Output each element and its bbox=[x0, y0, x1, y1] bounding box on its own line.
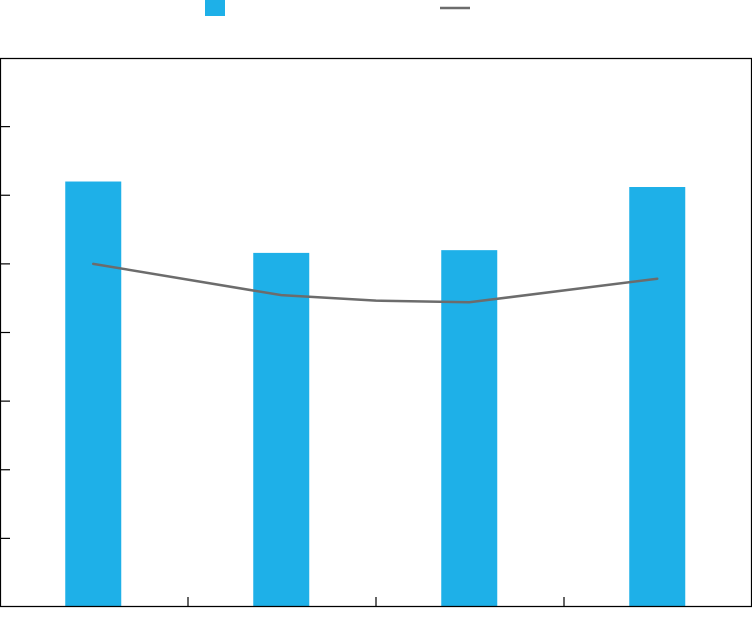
bar bbox=[253, 253, 309, 607]
bar bbox=[65, 182, 121, 607]
bar bbox=[629, 187, 685, 607]
bar bbox=[441, 250, 497, 607]
bar-line-chart bbox=[0, 0, 752, 621]
legend-swatch bbox=[205, 0, 225, 16]
